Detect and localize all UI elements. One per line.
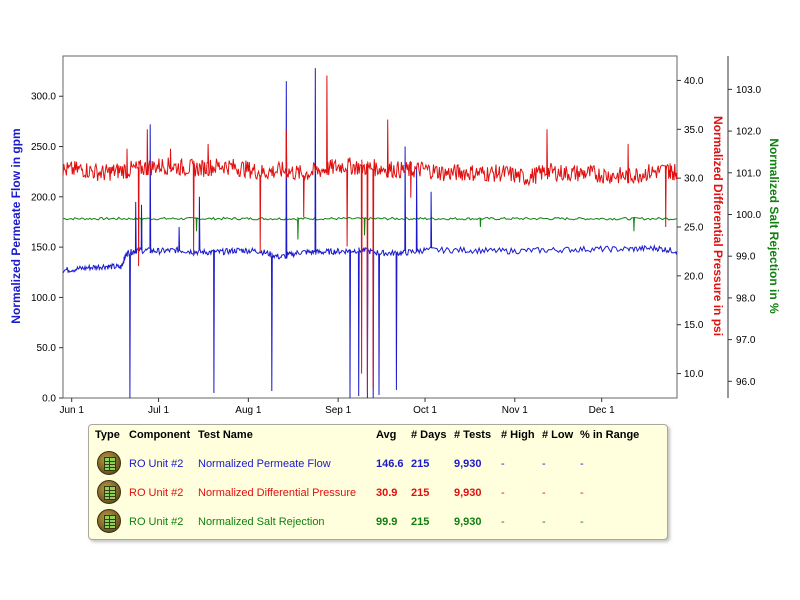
y-right-tick-label: 35.0	[684, 125, 704, 136]
series-line	[62, 68, 678, 399]
plot-area	[62, 55, 678, 399]
legend-row[interactable]: RO Unit #2 Normalized Permeate Flow 146.…	[89, 451, 667, 477]
series-line	[62, 75, 678, 394]
legend-in-range: -	[580, 516, 584, 528]
table-icon[interactable]	[97, 480, 121, 504]
legend-test-name: Normalized Salt Rejection	[198, 516, 325, 528]
y-outer-tick-label: 97.0	[736, 335, 756, 346]
legend-component: RO Unit #2	[129, 487, 184, 499]
legend-high: -	[501, 487, 505, 499]
chart: Jun 1 Jul 1 Aug 1 Sep 1 Oct 1 Nov 1 Dec 1 0.0 50…	[9, 55, 781, 416]
y-left-tick-label: 50.0	[37, 343, 57, 354]
y-left-tick-label: 100.0	[31, 293, 56, 304]
legend-header-tests: # Tests	[454, 429, 492, 441]
y-right-tick-label: 20.0	[684, 271, 704, 282]
legend-component: RO Unit #2	[129, 516, 184, 528]
y-outer-tick-label: 96.0	[736, 377, 756, 388]
legend-low: -	[542, 516, 546, 528]
y-left-tick-label: 150.0	[31, 243, 56, 254]
table-icon[interactable]	[97, 451, 121, 475]
y-right-tick-label: 30.0	[684, 174, 704, 185]
series-line	[62, 216, 678, 240]
legend-header-type: Type	[95, 429, 120, 441]
legend-test-name: Normalized Permeate Flow	[198, 458, 331, 470]
legend-header-high: # High	[501, 429, 535, 441]
legend-low: -	[542, 458, 546, 470]
x-tick-label: Nov 1	[502, 405, 529, 416]
y-axis-left-title: Normalized Permeate Flow in gpm	[9, 128, 23, 323]
x-tick-label: Oct 1	[413, 405, 437, 416]
y-outer-tick-label: 99.0	[736, 252, 756, 263]
legend-tests: 9,930	[454, 487, 482, 499]
legend-avg: 146.6	[376, 458, 404, 470]
y-outer-tick-label: 100.0	[736, 210, 761, 221]
y-right-tick-label: 15.0	[684, 320, 704, 331]
y-axis-outer-title: Normalized Salt Rejection in %	[767, 138, 781, 314]
x-tick-label: Jun 1	[59, 405, 84, 416]
y-right-tick-label: 40.0	[684, 76, 704, 87]
legend-table: Type Component Test Name Avg # Days # Te…	[88, 424, 668, 540]
series-layer	[62, 68, 678, 399]
legend-avg: 30.9	[376, 487, 398, 499]
y-axis-right-title: Normalized Differential Pressure in psi	[711, 116, 725, 336]
legend-in-range: -	[580, 487, 584, 499]
y-right-tick-label: 10.0	[684, 369, 704, 380]
legend-in-range: -	[580, 458, 584, 470]
legend-high: -	[501, 516, 505, 528]
x-tick-label: Dec 1	[589, 405, 616, 416]
legend-high: -	[501, 458, 505, 470]
y-left-tick-label: 200.0	[31, 192, 56, 203]
axis-layer: Jun 1 Jul 1 Aug 1 Sep 1 Oct 1 Nov 1 Dec 1 0.0 50…	[31, 56, 761, 416]
legend-low: -	[542, 487, 546, 499]
legend-header-component: Component	[129, 429, 191, 441]
legend-header-in-range: % in Range	[580, 429, 640, 441]
legend-days: 215	[411, 487, 430, 499]
legend-days: 215	[411, 516, 430, 528]
legend-tests: 9,930	[454, 458, 482, 470]
legend-row[interactable]: RO Unit #2 Normalized Differential Press…	[89, 480, 667, 506]
legend-test-name: Normalized Differential Pressure	[198, 487, 357, 499]
x-tick-label: Jul 1	[148, 405, 170, 416]
legend-header-avg: Avg	[376, 429, 397, 441]
y-right-tick-label: 25.0	[684, 223, 704, 234]
legend-tests: 9,930	[454, 516, 482, 528]
legend-component: RO Unit #2	[129, 458, 184, 470]
y-outer-tick-label: 102.0	[736, 127, 761, 138]
y-left-tick-label: 300.0	[31, 92, 56, 103]
legend-header-days: # Days	[411, 429, 447, 441]
y-left-tick-label: 0.0	[42, 394, 56, 405]
y-outer-tick-label: 101.0	[736, 168, 761, 179]
y-outer-tick-label: 98.0	[736, 293, 756, 304]
legend-days: 215	[411, 458, 430, 470]
y-left-tick-label: 250.0	[31, 142, 56, 153]
table-icon[interactable]	[97, 509, 121, 533]
legend-avg: 99.9	[376, 516, 398, 528]
x-tick-label: Aug 1	[235, 405, 262, 416]
legend-row[interactable]: RO Unit #2 Normalized Salt Rejection 99.…	[89, 509, 667, 535]
legend-header-test-name: Test Name	[198, 429, 253, 441]
x-tick-label: Sep 1	[325, 405, 352, 416]
y-outer-tick-label: 103.0	[736, 85, 761, 96]
legend-header-low: # Low	[542, 429, 574, 441]
